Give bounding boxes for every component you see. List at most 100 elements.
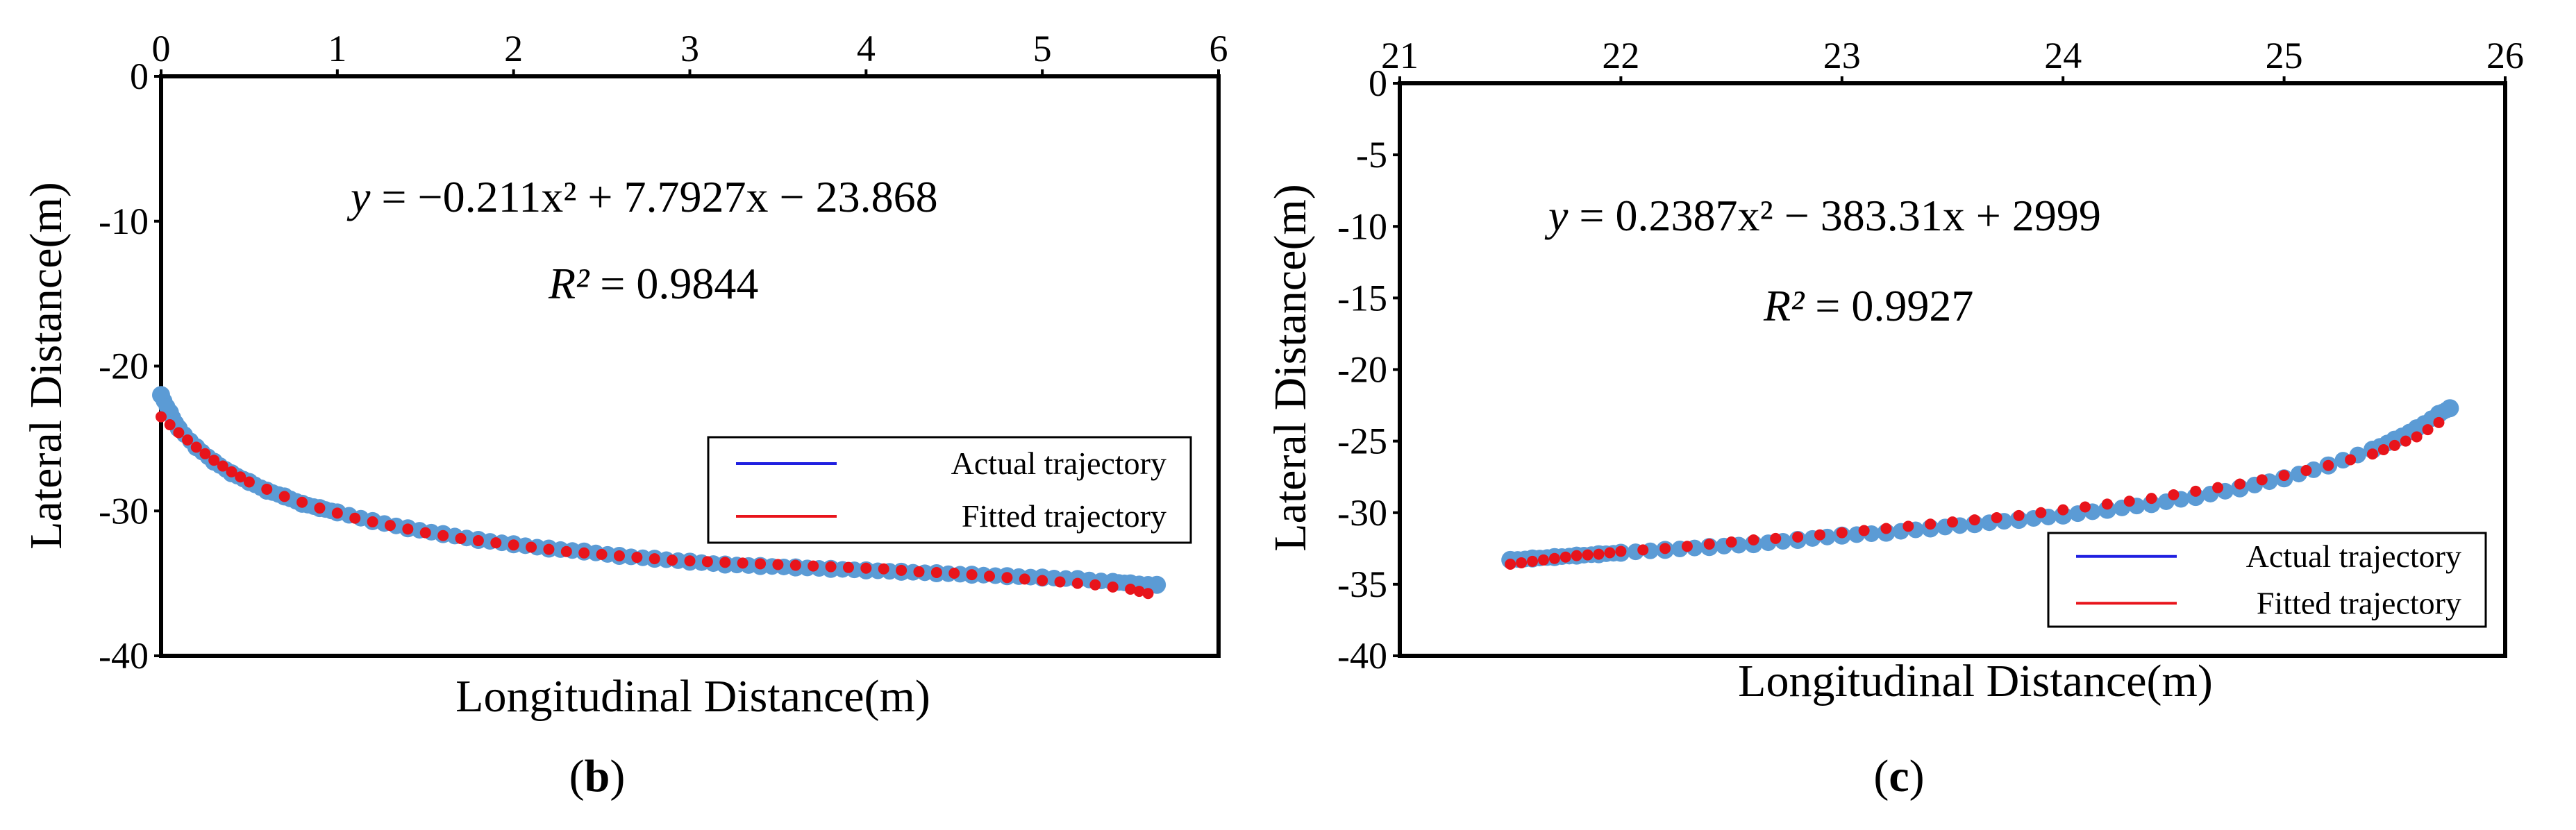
y-tick-label: -15	[1337, 277, 1387, 319]
fitted-point	[2433, 416, 2445, 428]
y-tick-label: -10	[1337, 205, 1387, 247]
x-tick-label: 25	[2266, 35, 2303, 76]
fitted-point	[472, 535, 484, 547]
fitted-point	[930, 566, 942, 578]
legend-label: Actual trajectory	[951, 446, 1166, 481]
fitted-point	[208, 455, 220, 466]
fitted-point	[2057, 504, 2069, 516]
fitted-point	[1125, 583, 1137, 595]
fitted-point	[613, 550, 625, 561]
fitted-point	[1991, 511, 2002, 523]
fitted-point	[896, 564, 908, 576]
fitted-point	[314, 502, 326, 514]
fitted-point	[860, 562, 872, 574]
fitted-point	[2377, 444, 2389, 455]
actual-point	[2438, 401, 2455, 418]
fitted-point	[419, 527, 431, 539]
fitted-point	[578, 547, 590, 559]
fitted-point	[1037, 575, 1048, 586]
fitted-point	[543, 543, 555, 555]
fitted-point	[2400, 435, 2411, 447]
fitted-point	[2366, 448, 2378, 460]
fitted-point	[842, 561, 854, 573]
fitted-point	[1559, 551, 1571, 563]
fitted-point	[772, 559, 784, 570]
fitted-point	[2323, 459, 2334, 471]
legend-box	[707, 436, 1192, 544]
fitted-point	[966, 569, 978, 581]
fitted-point	[1725, 536, 1737, 548]
x-tick-label: 1	[328, 28, 346, 69]
panel-label-close: )	[610, 751, 625, 802]
y-tick-label: -35	[1337, 564, 1387, 605]
fitted-point	[217, 460, 228, 472]
fitted-point	[2234, 478, 2245, 490]
fitted-point	[596, 548, 608, 560]
fitted-point	[2013, 509, 2025, 521]
fitted-point	[789, 559, 801, 571]
legend-label: Fitted trajectory	[2257, 585, 2461, 620]
fitted-point	[1615, 545, 1627, 557]
fitted-point	[1637, 544, 1649, 556]
fit-equation: y = −0.211x² + 7.7927x − 23.868	[346, 172, 938, 221]
fitted-point	[182, 434, 194, 446]
panel-label-open: (	[1873, 751, 1889, 802]
fitted-point	[1133, 586, 1145, 598]
fitted-point	[1593, 548, 1605, 560]
fitted-point	[684, 555, 696, 567]
legend: Actual trajectory Fitted trajectory	[707, 436, 1192, 544]
fitted-point	[719, 557, 731, 568]
fitted-point	[261, 483, 273, 495]
fitted-point	[455, 532, 467, 544]
fitted-point	[1537, 554, 1549, 566]
fitted-point	[808, 560, 819, 572]
y-tick-label: -25	[1337, 421, 1387, 462]
fitted-point	[948, 568, 960, 579]
fitted-point	[560, 545, 572, 557]
chart-panel-b: 0 1 2 3 4 5 6 0 -10 -20 -30 -40 Longitudinal Distanc…	[21, 28, 1228, 802]
y-tick-label: -40	[1337, 635, 1387, 677]
legend-label: Actual trajectory	[2246, 539, 2461, 574]
y-tick-label: -10	[99, 201, 149, 242]
y-tick-label: -40	[99, 635, 149, 677]
y-tick-label: 0	[130, 56, 149, 97]
fitted-point	[825, 561, 837, 573]
fitted-point	[278, 491, 290, 502]
fitted-point	[437, 530, 449, 541]
fitted-point	[296, 496, 308, 508]
fit-equation-body: = 0.2387x² − 383.31x + 2999	[1568, 191, 2100, 240]
fit-equation: y = 0.2387x² − 383.31x + 2999	[1544, 191, 2101, 240]
x-tick-label: 21	[1381, 35, 1419, 76]
fitted-point	[1814, 529, 1825, 541]
panel-label: (c)	[1873, 751, 1924, 802]
series-fitted-trajectory	[1505, 416, 2445, 570]
fitted-point	[2300, 464, 2312, 476]
fitted-point	[1770, 532, 1782, 544]
fitted-point	[173, 427, 185, 439]
fitted-point	[226, 466, 237, 477]
fitted-point	[878, 563, 889, 575]
fitted-point	[2256, 474, 2268, 486]
fitted-point	[1571, 550, 1582, 561]
fitted-point	[349, 512, 361, 524]
fitted-point	[1505, 559, 1516, 570]
r-squared-symbol: R²	[548, 259, 590, 308]
fitted-point	[1107, 581, 1119, 593]
y-axis-title: Lateral Distance(m)	[1265, 184, 1316, 552]
fitted-point	[1582, 549, 1594, 561]
fitted-point	[1902, 520, 1914, 532]
y-tick-label: -30	[1337, 492, 1387, 534]
x-tick-label: 24	[2044, 35, 2082, 76]
x-axis-title: Longitudinal Distance(m)	[1738, 656, 2213, 706]
panel-label-letter: c	[1889, 751, 1909, 802]
y-tick-label: -5	[1356, 134, 1387, 176]
fit-equation-variable: y	[1544, 191, 1569, 240]
fitted-point	[2345, 454, 2357, 466]
fitted-point	[331, 507, 343, 519]
fitted-point	[526, 541, 537, 553]
series-fitted-trajectory	[156, 411, 1154, 600]
fit-equation-variable: y	[346, 172, 371, 221]
fitted-point	[1858, 525, 1870, 536]
legend-label: Fitted trajectory	[962, 498, 1166, 534]
